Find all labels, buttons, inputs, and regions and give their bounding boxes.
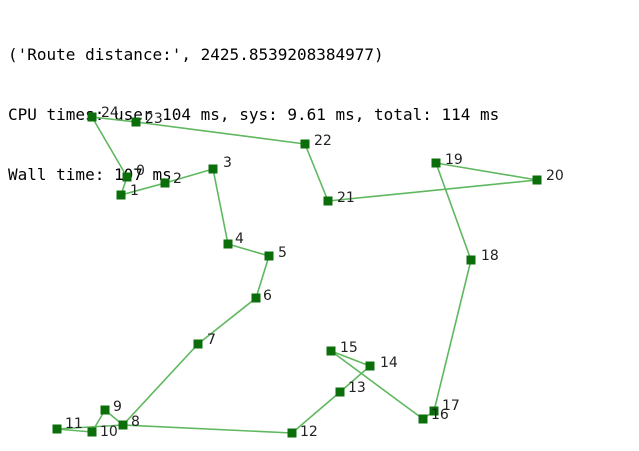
route-edge-24-0	[91, 116, 128, 178]
route-node-label-2: 2	[173, 171, 182, 187]
route-edge-1-2	[120, 182, 166, 196]
route-edge-23-24	[91, 116, 137, 123]
route-node-label-8: 8	[131, 414, 140, 430]
route-node-17	[429, 406, 439, 416]
route-node-23	[131, 117, 141, 127]
route-node-label-0: 0	[136, 163, 145, 179]
route-node-label-19: 19	[445, 152, 463, 168]
route-node-18	[466, 255, 476, 265]
route-edge-15-16	[330, 350, 424, 420]
route-node-14	[365, 361, 375, 371]
route-node-5	[264, 251, 274, 261]
route-node-0	[122, 172, 132, 182]
route-node-7	[193, 339, 203, 349]
route-node-1	[116, 190, 126, 200]
route-edge-5-6	[255, 255, 270, 299]
route-edges	[56, 116, 538, 434]
route-node-8	[118, 420, 128, 430]
route-node-6	[251, 293, 261, 303]
route-node-2	[160, 178, 170, 188]
route-edge-20-21	[327, 179, 538, 202]
route-node-label-11: 11	[65, 416, 83, 432]
route-node-label-18: 18	[481, 248, 499, 264]
route-node-13	[335, 387, 345, 397]
route-node-15	[326, 346, 336, 356]
route-node-label-15: 15	[340, 340, 358, 356]
route-node-label-5: 5	[278, 245, 287, 261]
route-edge-18-19	[435, 162, 472, 261]
route-node-label-23: 23	[145, 111, 163, 127]
route-node-label-13: 13	[348, 380, 366, 396]
route-edge-2-3	[164, 168, 214, 184]
route-node-label-1: 1	[130, 183, 139, 199]
route-node-3	[208, 164, 218, 174]
route-node-label-21: 21	[337, 190, 355, 206]
route-node-label-12: 12	[300, 424, 318, 440]
route-node-24	[87, 112, 97, 122]
route-edge-12-13	[291, 391, 341, 434]
route-edge-14-15	[330, 350, 371, 367]
route-node-9	[100, 405, 110, 415]
route-node-label-4: 4	[235, 231, 244, 247]
route-node-label-24: 24	[101, 105, 119, 121]
route-edge-3-4	[212, 168, 229, 245]
route-node-label-22: 22	[314, 133, 332, 149]
cpu-times-line: CPU times: user 104 ms, sys: 9.61 ms, to…	[8, 105, 500, 124]
route-node-label-6: 6	[263, 288, 272, 304]
route-edge-7-8	[122, 343, 199, 426]
route-edge-10-11	[56, 428, 93, 433]
route-node-label-9: 9	[113, 399, 122, 415]
route-node-22	[300, 139, 310, 149]
route-edge-13-14	[339, 365, 371, 393]
route-node-label-16: 16	[431, 407, 449, 423]
route-node-4	[223, 239, 233, 249]
route-node-16	[418, 414, 428, 424]
route-node-21	[323, 196, 333, 206]
route-nodes	[52, 112, 542, 438]
route-node-label-7: 7	[207, 332, 216, 348]
route-node-label-17: 17	[442, 398, 460, 414]
route-node-20	[532, 175, 542, 185]
route-edge-21-22	[304, 143, 329, 202]
route-edge-8-12	[122, 424, 293, 434]
route-node-label-14: 14	[380, 355, 398, 371]
route-node-12	[287, 428, 297, 438]
route-node-10	[87, 427, 97, 437]
route-edge-11-8	[56, 424, 124, 430]
route-edge-19-20	[435, 162, 538, 181]
cell-output: ('Route distance:', 2425.8539208384977) …	[8, 5, 499, 205]
route-node-11	[52, 424, 62, 434]
route-distance-line: ('Route distance:', 2425.8539208384977)	[8, 45, 384, 64]
route-node-label-10: 10	[100, 424, 118, 440]
route-edge-22-23	[135, 121, 306, 145]
route-node-19	[431, 158, 441, 168]
route-edge-4-5	[227, 243, 270, 257]
route-edge-6-7	[197, 297, 257, 345]
route-edge-17-18	[433, 259, 472, 412]
route-node-label-20: 20	[546, 168, 564, 184]
route-node-label-3: 3	[223, 155, 232, 171]
